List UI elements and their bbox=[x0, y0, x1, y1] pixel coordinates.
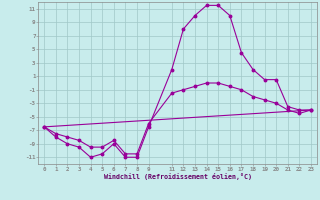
X-axis label: Windchill (Refroidissement éolien,°C): Windchill (Refroidissement éolien,°C) bbox=[104, 173, 252, 180]
